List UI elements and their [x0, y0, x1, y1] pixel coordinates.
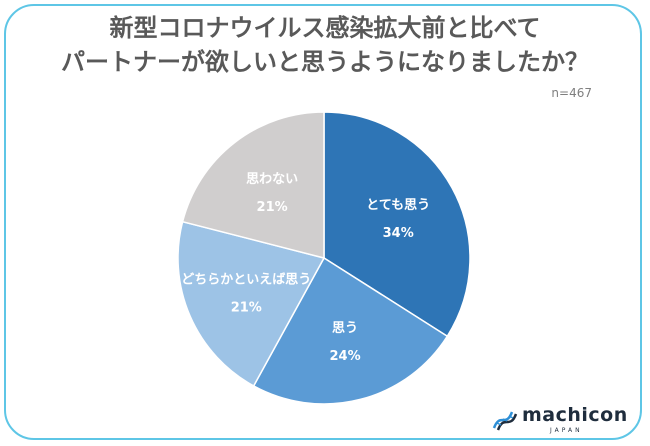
slice-value-label-3: 21% — [257, 200, 288, 215]
chart-title-line-2: パートナーが欲しいと思うようになりましたか？ — [61, 48, 589, 76]
chart-title-line-1: 新型コロナウイルス感染拡大前と比べて — [109, 14, 541, 42]
brand-logo: machicon JAPAN — [492, 404, 627, 438]
dna-helix-icon — [492, 411, 518, 431]
sample-size-note: n=467 — [551, 86, 592, 100]
slice-label-1: 思う — [332, 321, 358, 336]
brand-name: machicon — [522, 404, 628, 426]
brand-sub: JAPAN — [550, 427, 583, 434]
slice-label-0: とても思う — [366, 198, 430, 213]
pie-slice-3 — [181, 111, 325, 259]
slice-label-3: 思わない — [246, 172, 298, 187]
slice-value-label-2: 21% — [231, 301, 262, 316]
slice-value-label-1: 24% — [329, 349, 360, 364]
pie-slice-1 — [252, 256, 449, 405]
pie-slice-2 — [177, 220, 326, 387]
pie-slice-0 — [323, 111, 471, 338]
slice-value-label-0: 34% — [383, 226, 414, 241]
slice-label-2: どちらかといえば思う — [181, 273, 311, 288]
